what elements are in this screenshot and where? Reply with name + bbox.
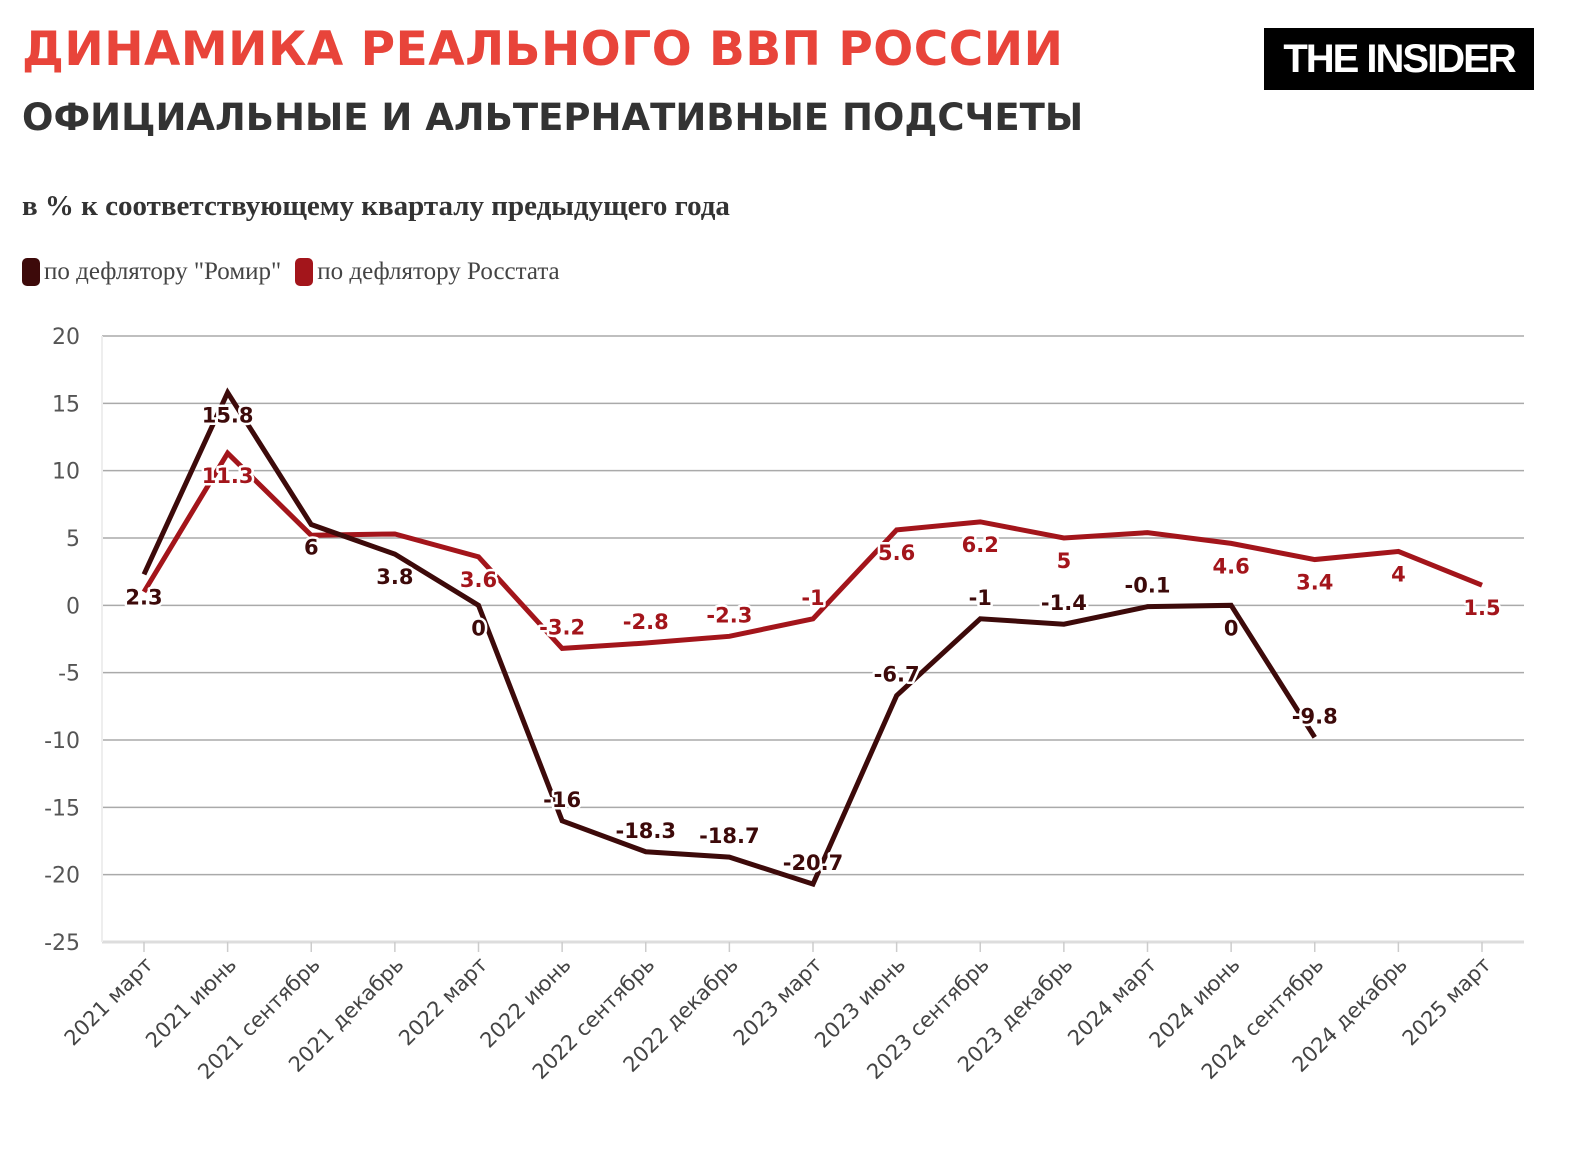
data-label: 3.6: [460, 568, 497, 592]
chart-subtitle: ОФИЦИАЛЬНЫЕ И АЛЬТЕРНАТИВНЫЕ ПОДСЧЕТЫ: [22, 96, 1084, 139]
unit-label: в % к соответствующему кварталу предыдущ…: [22, 190, 730, 222]
y-tick-label: 0: [66, 594, 80, 619]
data-label: 2.3: [125, 585, 162, 609]
legend: по дефлятору "Ромир" по дефлятору Росста…: [22, 258, 560, 286]
legend-item-romir: по дефлятору "Ромир": [22, 258, 281, 286]
data-label: 3.4: [1296, 571, 1333, 595]
data-label: -3.2: [539, 615, 585, 639]
data-label: -6.7: [874, 663, 920, 687]
the-insider-logo: THE INSIDER: [1264, 28, 1534, 90]
legend-item-rosstat: по дефлятору Росстата: [295, 258, 560, 286]
data-label: -1: [801, 586, 824, 610]
data-label: 3.8: [376, 565, 413, 589]
y-tick-label: 15: [52, 392, 80, 417]
data-label: 5.6: [878, 541, 915, 565]
data-label: 15.8: [202, 404, 254, 428]
chart-title: ДИНАМИКА РЕАЛЬНОГО ВВП РОССИИ: [22, 22, 1064, 77]
data-label: 11.3: [202, 464, 254, 488]
data-label: 5: [1057, 549, 1072, 573]
y-tick-label: 5: [66, 527, 80, 552]
legend-label: по дефлятору "Ромир": [44, 258, 282, 285]
data-label: 6.2: [962, 533, 999, 557]
data-label: -1: [969, 586, 992, 610]
data-label: 0: [1224, 616, 1239, 640]
data-label: -18.3: [615, 819, 676, 843]
y-tick-label: -20: [44, 864, 80, 889]
data-label: 4: [1391, 562, 1406, 586]
data-label: 1.5: [1463, 596, 1500, 620]
legend-swatch: [295, 258, 314, 286]
data-label: 6: [304, 536, 319, 560]
data-label: -2.8: [623, 610, 669, 634]
data-label: -20.7: [783, 851, 844, 875]
series-line-rosstat: [141, 449, 1483, 651]
data-label: -0.1: [1125, 574, 1171, 598]
x-tick-label: 2025 март: [1398, 953, 1496, 1051]
y-tick-label: -10: [44, 729, 80, 754]
data-label: -18.7: [699, 824, 760, 848]
y-tick-label: 10: [52, 460, 80, 485]
data-label: -16: [543, 788, 581, 812]
data-label: -2.3: [706, 603, 752, 627]
y-tick-label: -25: [44, 931, 80, 956]
y-tick-label: -5: [58, 662, 80, 687]
legend-swatch: [22, 258, 40, 286]
data-label: 4.6: [1213, 554, 1250, 578]
legend-label: по дефлятору Росстата: [317, 258, 560, 285]
data-label: -1.4: [1041, 591, 1087, 615]
y-tick-label: -15: [44, 796, 80, 821]
data-label: 0: [471, 616, 486, 640]
data-label: -9.8: [1292, 704, 1338, 728]
y-tick-label: 20: [52, 325, 80, 350]
series-line-romir: [141, 387, 1317, 888]
